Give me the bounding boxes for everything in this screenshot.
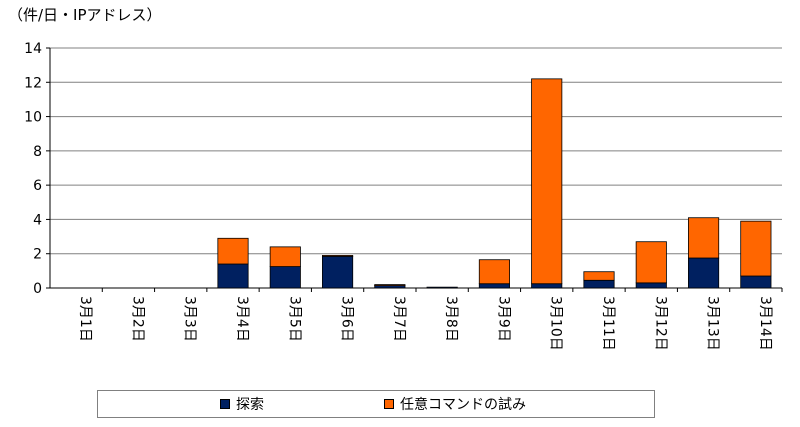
x-tick-label: 3月3日 xyxy=(182,296,198,342)
bar-command xyxy=(374,284,406,286)
y-tick-label: 2 xyxy=(33,247,42,263)
bar-command xyxy=(635,241,667,284)
bar-command xyxy=(688,217,720,259)
bar-search xyxy=(740,275,772,289)
x-tick-label: 3月7日 xyxy=(391,296,407,342)
y-tick-label: 8 xyxy=(33,144,42,160)
bar-command xyxy=(583,271,615,281)
x-tick-label: 3月14日 xyxy=(757,296,773,351)
legend-label-search: 探索 xyxy=(236,397,264,413)
bar-command xyxy=(531,78,563,285)
bar-command xyxy=(322,255,354,257)
y-tick-label: 0 xyxy=(33,281,42,297)
bar-search xyxy=(269,266,301,289)
x-tick-label: 3月11日 xyxy=(600,296,616,351)
bar-search xyxy=(531,283,563,289)
x-tick-label: 3月13日 xyxy=(705,296,721,351)
bar-search xyxy=(635,282,667,289)
bar-command xyxy=(478,259,510,285)
bar-search xyxy=(583,279,615,289)
y-tick-label: 6 xyxy=(33,178,42,194)
y-tick-label: 14 xyxy=(24,41,42,57)
bar-search xyxy=(688,257,720,289)
x-tick-label: 3月8日 xyxy=(443,296,459,342)
y-tick-label: 12 xyxy=(24,75,42,91)
y-tick-label: 4 xyxy=(33,212,42,228)
legend-label-command: 任意コマンドの試み xyxy=(400,397,526,413)
x-tick-label: 3月5日 xyxy=(286,296,302,342)
y-tick-label: 10 xyxy=(24,110,42,126)
legend-swatch-command xyxy=(384,399,394,409)
x-tick-label: 3月9日 xyxy=(495,296,511,342)
bar-search xyxy=(217,263,249,289)
bar-command xyxy=(269,246,301,267)
legend: 探索 任意コマンドの試み xyxy=(97,390,655,418)
stacked-bar-chart: 0 2 4 6 8 10 12 14 3月1日 3月2日 3月3日 3月4日 3月5日 3月6日 3月7日 3… xyxy=(24,41,783,351)
x-tick-label: 3月4日 xyxy=(234,296,250,342)
x-tick-label: 3月6日 xyxy=(339,296,355,342)
x-tick-label: 3月1日 xyxy=(77,296,93,342)
bar-search xyxy=(322,255,354,289)
x-tick-label: 3月12日 xyxy=(652,296,668,351)
x-tick-label: 3月10日 xyxy=(548,296,564,351)
bar-command xyxy=(740,220,772,277)
x-tick-label: 3月2日 xyxy=(129,296,145,342)
bar-search xyxy=(478,283,510,289)
bar-search xyxy=(426,286,458,289)
bar-command xyxy=(217,237,249,265)
legend-item-command: 任意コマンドの試み xyxy=(384,391,526,417)
y-axis-label: （件/日・IPアドレス） xyxy=(8,6,162,24)
legend-swatch-search xyxy=(220,399,230,409)
legend-item-search: 探索 xyxy=(220,391,264,417)
